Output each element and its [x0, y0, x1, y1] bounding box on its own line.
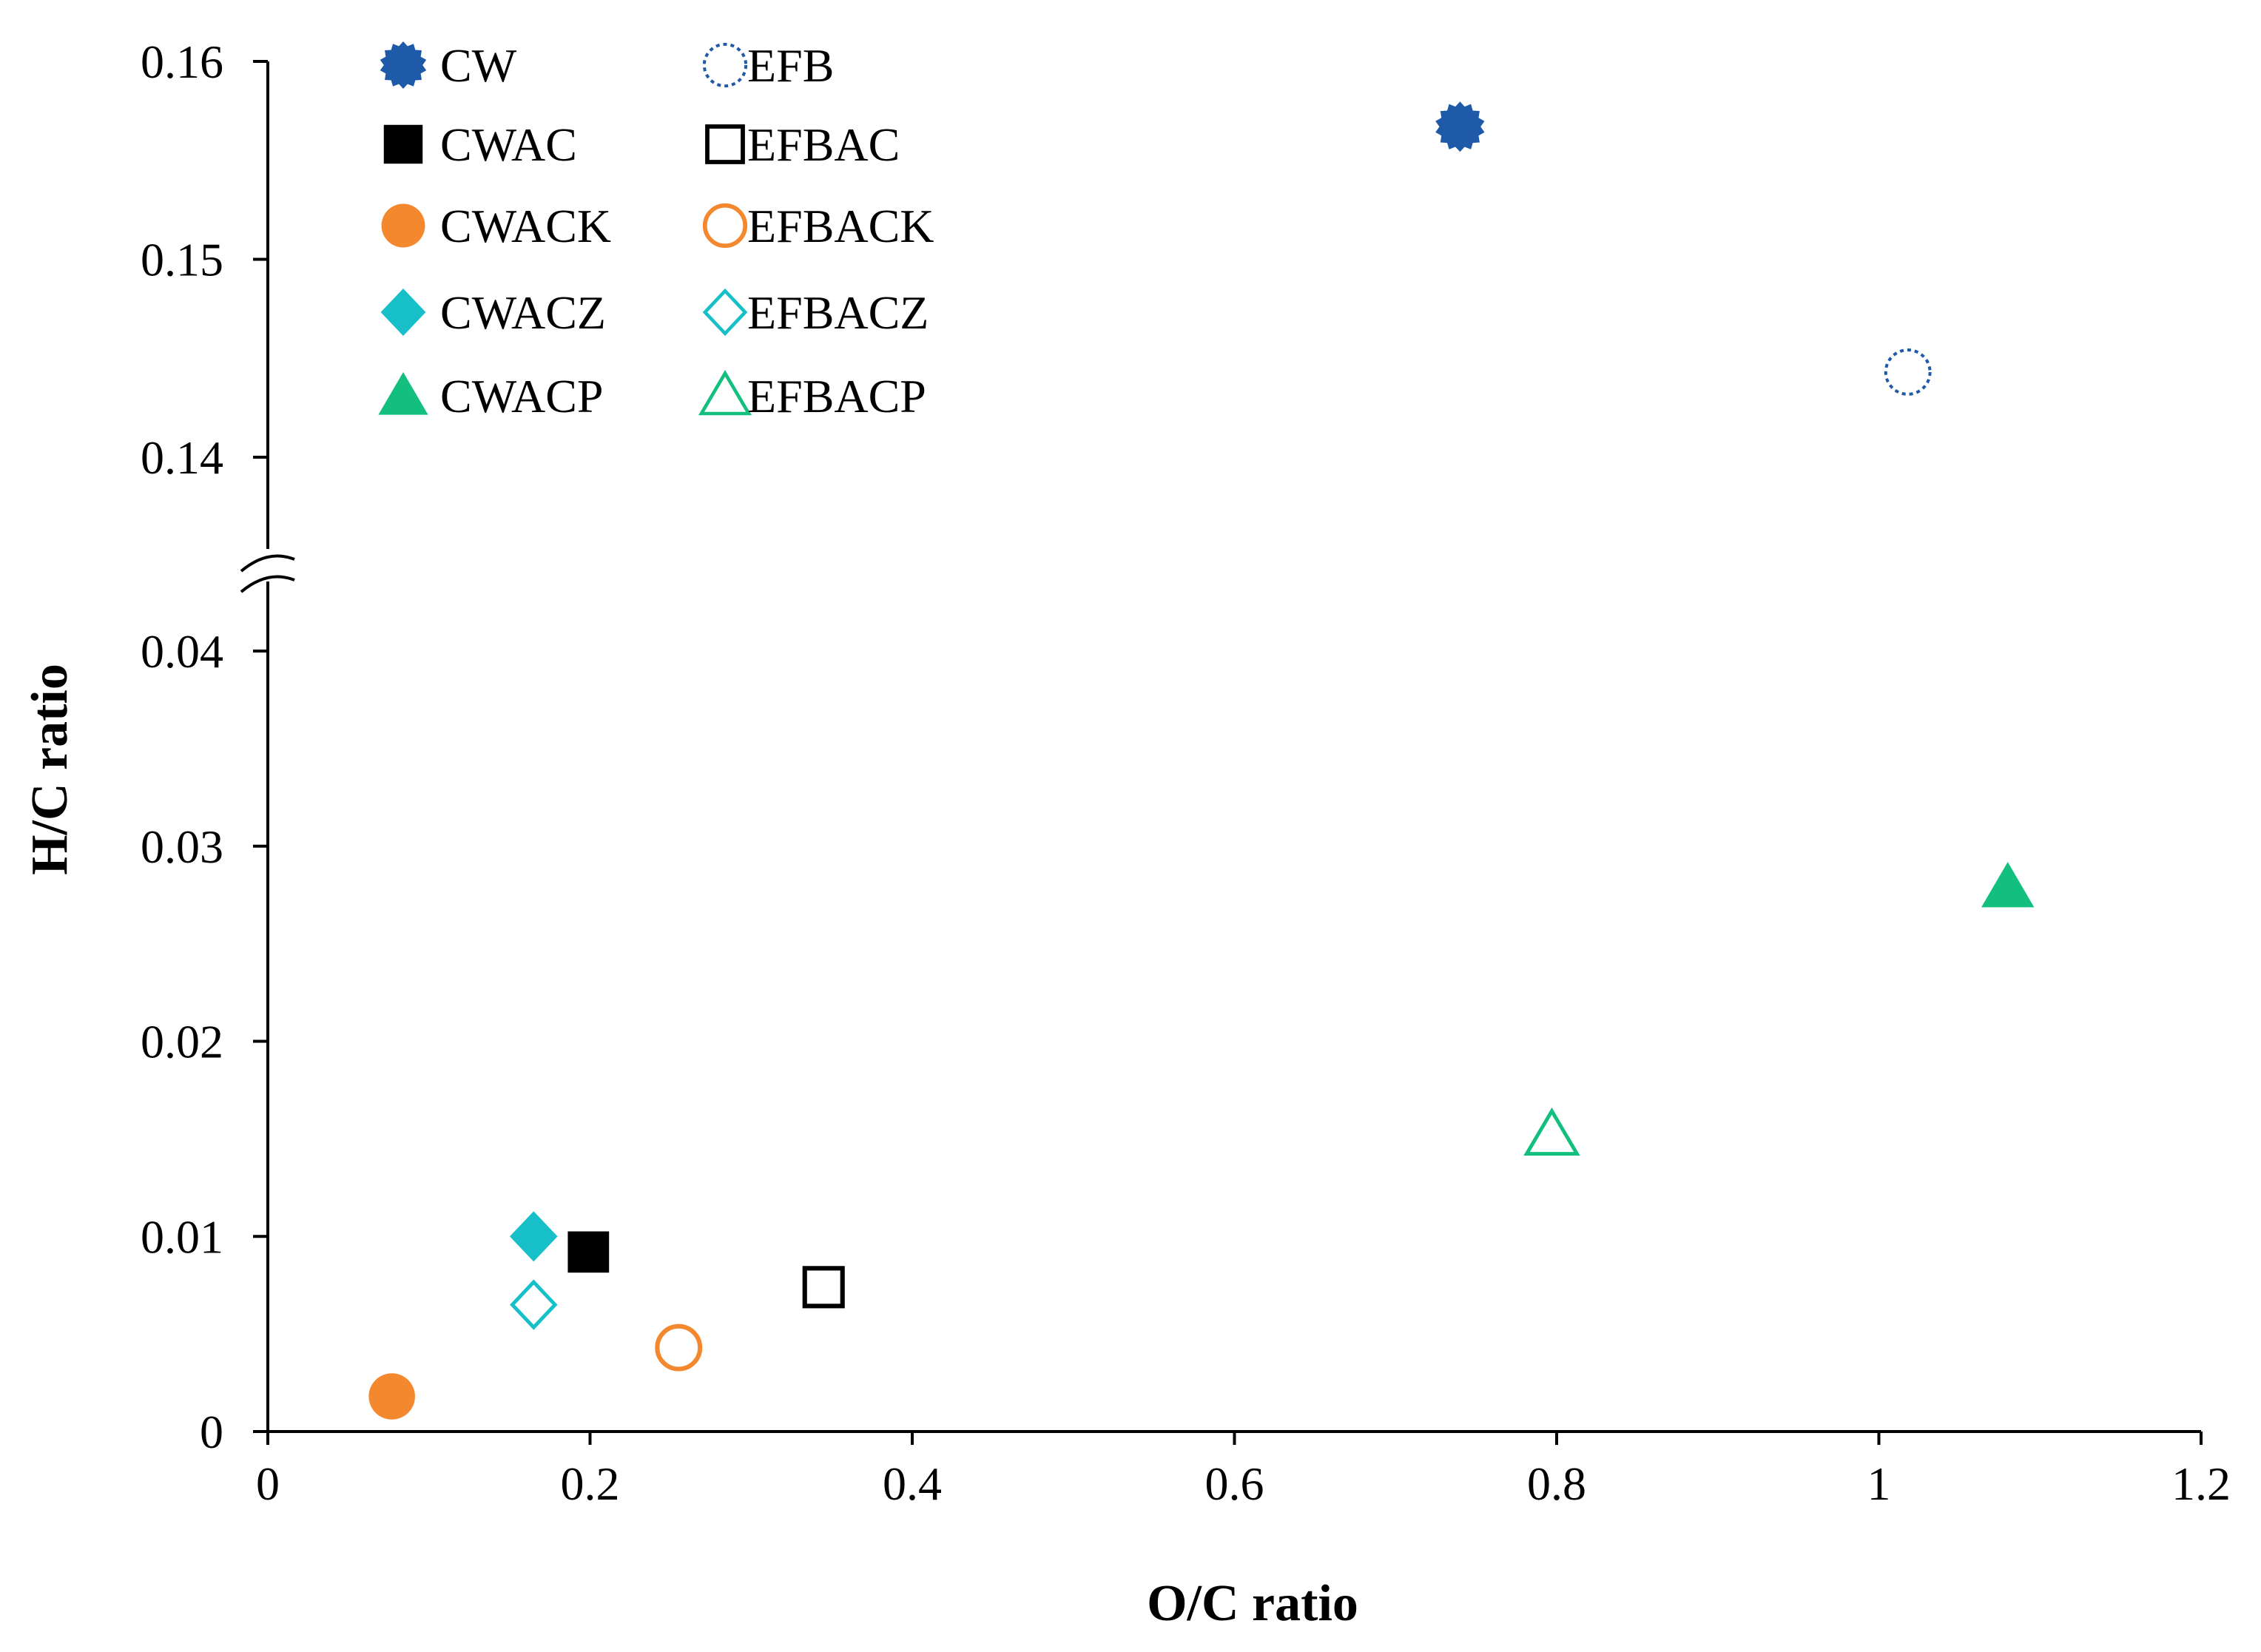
data-point-efbacz	[510, 1279, 558, 1330]
legend-label-efbacz: EFBACZ	[747, 286, 929, 339]
y-tick-label: 0.14	[141, 431, 223, 484]
legend-marker-efbacp	[698, 370, 752, 416]
legend-label-cw: CW	[440, 39, 517, 92]
x-tick-label: 1	[1867, 1457, 1891, 1510]
y-tick-label: 0.02	[141, 1016, 223, 1068]
legend-label-cwac: CWAC	[440, 118, 577, 171]
x-tick-label: 0.2	[561, 1457, 620, 1510]
legend-label-efbacp: EFBACP	[747, 370, 926, 422]
legend-label-efbac: EFBAC	[747, 118, 900, 171]
legend-label-efback: EFBACK	[747, 200, 934, 252]
data-point-cwacp	[1981, 862, 2035, 908]
data-point-cwacz	[509, 1211, 558, 1262]
y-tick-label: 0.04	[141, 625, 223, 678]
x-axis-title: O/C ratio	[1147, 1575, 1358, 1632]
data-point-efbacp	[1523, 1107, 1580, 1156]
y-tick-label: 0.01	[141, 1210, 223, 1263]
x-tick-label: 0.8	[1527, 1457, 1586, 1510]
legend-label-cwacz: CWACZ	[440, 286, 606, 339]
y-tick-label: 0	[200, 1406, 223, 1458]
legend-marker-efb	[702, 42, 748, 88]
legend-marker-cwacp	[378, 372, 428, 415]
legend-label-efb: EFB	[747, 39, 834, 92]
axis-break-gap	[246, 550, 290, 580]
x-tick-label: 0.6	[1205, 1457, 1264, 1510]
data-point-efb	[1884, 348, 1932, 396]
legend-marker-efbac	[705, 124, 745, 164]
legend-label-cwack: CWACK	[440, 200, 611, 252]
x-tick-label: 1.2	[2171, 1457, 2231, 1510]
data-point-efbac	[802, 1266, 845, 1309]
axis-break-mark-1	[240, 554, 295, 573]
data-point-cw	[1435, 101, 1485, 152]
y-tick-label: 0.15	[141, 234, 223, 286]
legend-marker-cwack	[381, 203, 425, 248]
y-tick-label: 0.03	[141, 820, 223, 873]
legend-label-cwacp: CWACP	[440, 370, 604, 422]
x-tick-label: 0	[256, 1457, 280, 1510]
y-tick-label: 0.16	[141, 36, 223, 88]
data-point-cwack	[368, 1373, 415, 1420]
axis-break-mark-2	[240, 575, 295, 593]
legend-marker-cwac	[383, 124, 423, 164]
y-axis-title: H/C ratio	[21, 664, 78, 875]
legend-marker-cwacz	[380, 289, 426, 336]
x-tick-label: 0.4	[883, 1457, 942, 1510]
legend-marker-cw	[380, 41, 427, 89]
legend-marker-efbacz	[702, 288, 748, 337]
legend-marker-efback	[702, 203, 748, 249]
data-point-cwac	[567, 1231, 610, 1273]
data-point-efback	[655, 1324, 703, 1372]
